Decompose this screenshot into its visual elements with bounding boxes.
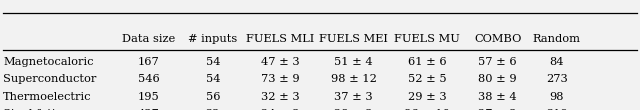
Text: 37 ± 3: 37 ± 3	[334, 92, 373, 102]
Text: 22: 22	[205, 109, 220, 110]
Text: Thermoelectric: Thermoelectric	[3, 92, 92, 102]
Text: 32 ± 3: 32 ± 3	[260, 92, 300, 102]
Text: 86 ± 10: 86 ± 10	[404, 109, 450, 110]
Text: Random: Random	[532, 34, 581, 43]
Text: FUELS MLI: FUELS MLI	[246, 34, 314, 43]
Text: # inputs: # inputs	[188, 34, 237, 43]
Text: 167: 167	[138, 57, 159, 67]
Text: Steel fatigue: Steel fatigue	[3, 109, 77, 110]
Text: 29 ± 3: 29 ± 3	[408, 92, 447, 102]
Text: 61 ± 6: 61 ± 6	[408, 57, 447, 67]
Text: 84: 84	[550, 57, 564, 67]
Text: 56: 56	[205, 92, 220, 102]
Text: 54: 54	[205, 57, 220, 67]
Text: 52 ± 5: 52 ± 5	[408, 74, 447, 84]
Text: 27 ± 2: 27 ± 2	[478, 109, 517, 110]
Text: 54: 54	[205, 74, 220, 84]
Text: 98 ± 12: 98 ± 12	[331, 74, 376, 84]
Text: Magnetocaloric: Magnetocaloric	[3, 57, 93, 67]
Text: 38 ± 4: 38 ± 4	[478, 92, 517, 102]
Text: Superconductor: Superconductor	[3, 74, 97, 84]
Text: Data size: Data size	[122, 34, 175, 43]
Text: 437: 437	[138, 109, 159, 110]
Text: 98: 98	[550, 92, 564, 102]
Text: FUELS MEI: FUELS MEI	[319, 34, 388, 43]
Text: 80 ± 9: 80 ± 9	[478, 74, 517, 84]
Text: COMBO: COMBO	[474, 34, 522, 43]
Text: 219: 219	[546, 109, 568, 110]
Text: 73 ± 9: 73 ± 9	[260, 74, 300, 84]
Text: 546: 546	[138, 74, 159, 84]
Text: 195: 195	[138, 92, 159, 102]
Text: 28 ± 2: 28 ± 2	[334, 109, 373, 110]
Text: 47 ± 3: 47 ± 3	[260, 57, 300, 67]
Text: FUELS MU: FUELS MU	[394, 34, 460, 43]
Text: 51 ± 4: 51 ± 4	[334, 57, 373, 67]
Text: 24 ± 2: 24 ± 2	[260, 109, 300, 110]
Text: 273: 273	[546, 74, 568, 84]
Text: 57 ± 6: 57 ± 6	[478, 57, 517, 67]
